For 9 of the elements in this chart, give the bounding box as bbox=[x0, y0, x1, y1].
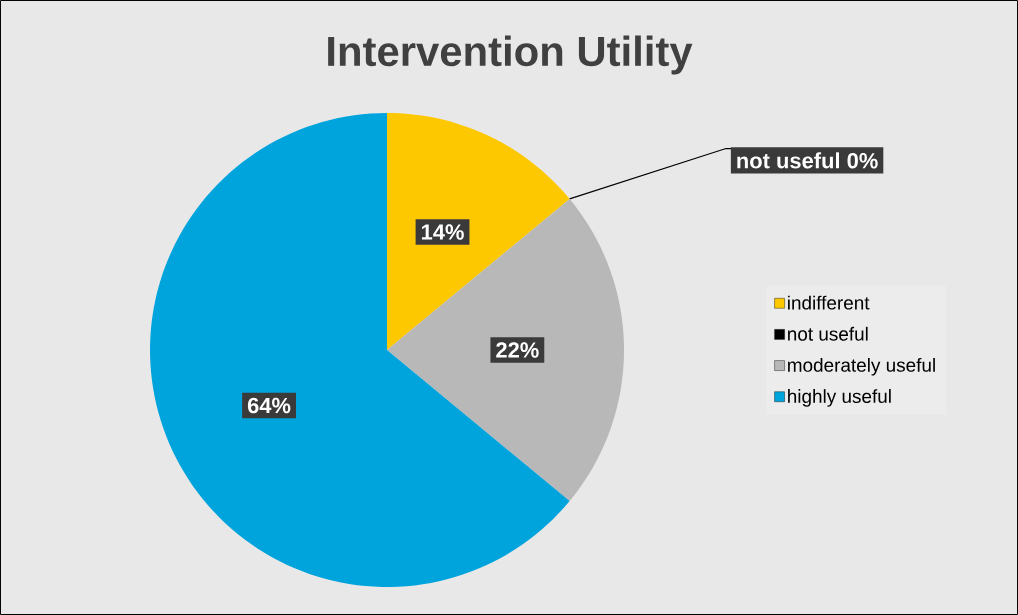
data-label: 14% bbox=[421, 224, 464, 240]
legend-label: not useful bbox=[788, 326, 868, 341]
text: not useful 0% bbox=[737, 152, 878, 169]
data-label: 64% bbox=[247, 397, 291, 414]
legend-label: indifferent bbox=[788, 295, 870, 310]
chart-title: Intervention Utility bbox=[328, 35, 693, 75]
legend-label: moderately useful bbox=[788, 357, 935, 376]
legend-label: highly useful bbox=[788, 389, 891, 407]
data-label: 22% bbox=[496, 342, 539, 358]
